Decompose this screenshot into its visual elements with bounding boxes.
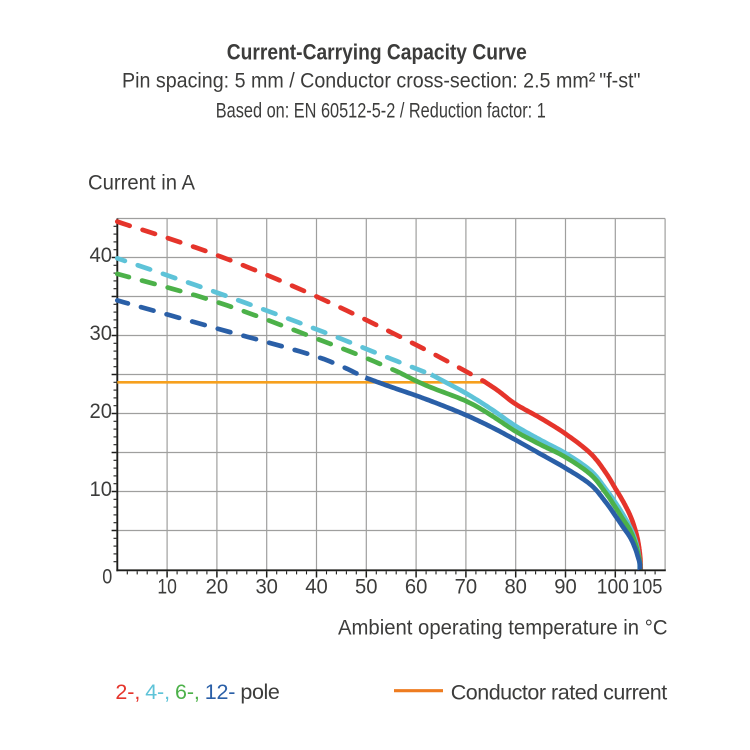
svg-text:80: 80 [504,575,527,599]
svg-text:Pin spacing: 5 mm / Conductor: Pin spacing: 5 mm / Conductor cross-sect… [122,69,641,93]
svg-text:70: 70 [455,575,478,599]
svg-text:0: 0 [102,565,112,589]
svg-text:Based on: EN 60512-5-2 / Reduc: Based on: EN 60512-5-2 / Reduction facto… [216,98,546,122]
svg-text:10: 10 [157,575,177,599]
svg-text:40: 40 [90,243,113,267]
svg-text:20: 20 [90,399,113,423]
svg-text:90: 90 [554,575,577,599]
svg-text:2-,: 2-, [115,680,140,704]
svg-text:30: 30 [255,575,278,599]
svg-text:20: 20 [206,575,229,599]
svg-text:4-,: 4-, [145,680,170,704]
svg-text:30: 30 [90,321,113,345]
svg-text:Current in A: Current in A [88,171,196,195]
svg-text:pole: pole [240,680,280,704]
svg-text:50: 50 [355,575,378,599]
svg-text:6-,: 6-, [175,680,200,704]
svg-text:105: 105 [632,575,663,599]
svg-text:100: 100 [597,575,629,599]
svg-text:40: 40 [305,575,328,599]
svg-text:12-: 12- [205,680,236,704]
svg-text:10: 10 [90,477,113,501]
svg-text:Conductor rated current: Conductor rated current [451,681,668,705]
svg-text:60: 60 [405,575,428,599]
svg-text:Ambient operating temperature: Ambient operating temperature in °C [338,616,668,640]
svg-text:Current-Carrying Capacity Curv: Current-Carrying Capacity Curve [227,40,527,65]
